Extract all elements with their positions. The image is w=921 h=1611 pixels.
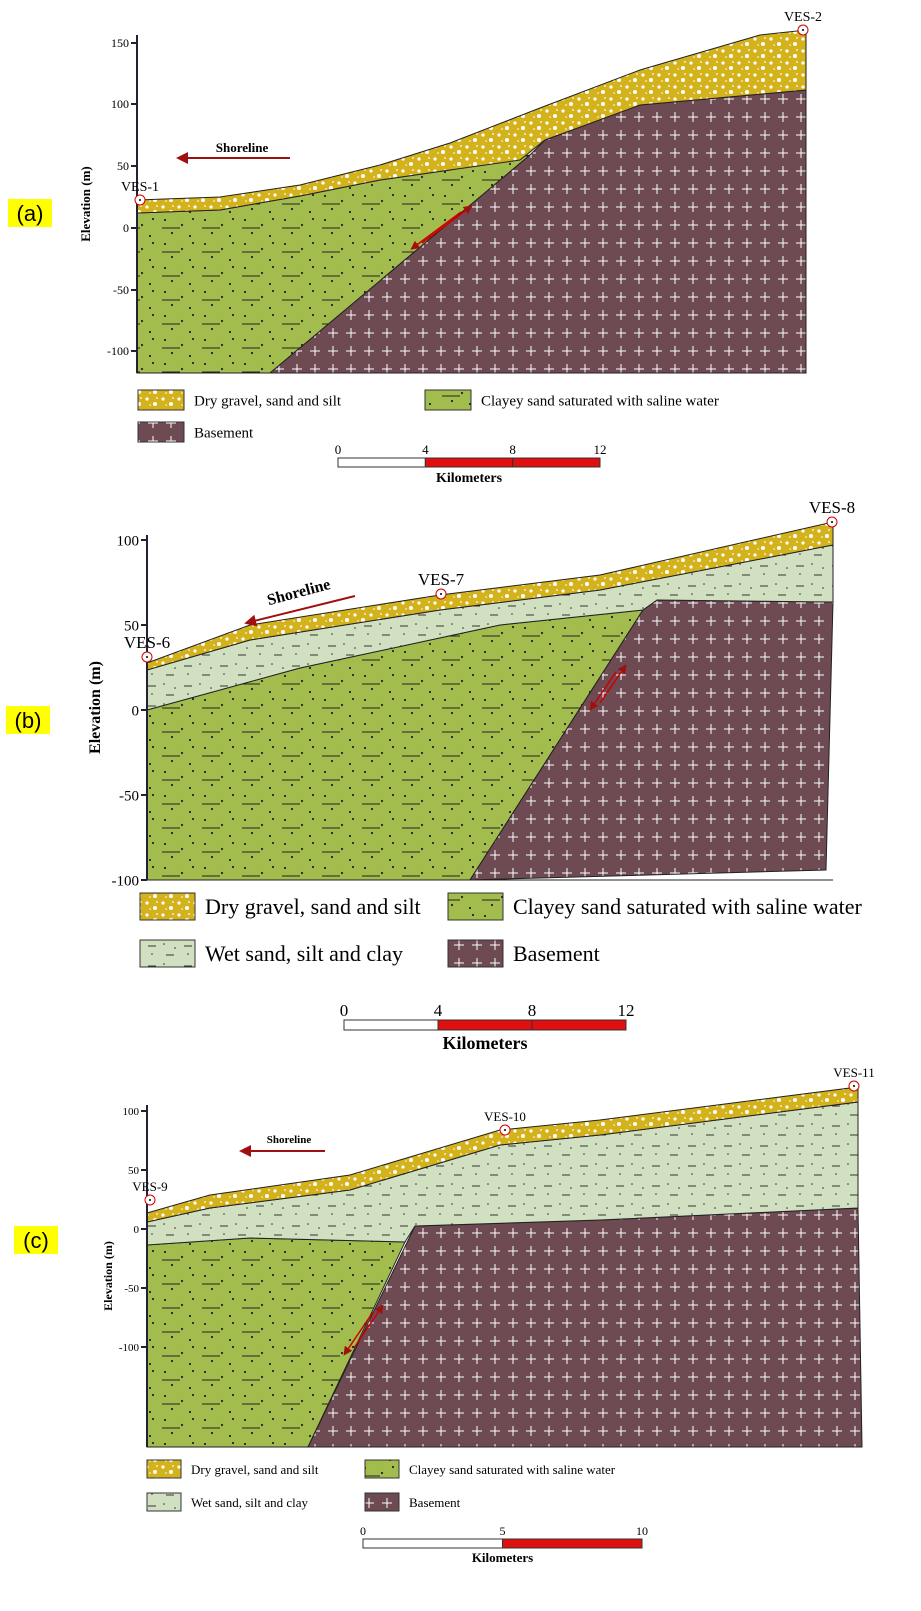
scale-segment bbox=[425, 458, 512, 467]
legend-label: Basement bbox=[409, 1495, 461, 1510]
legend-label: Clayey sand saturated with saline water bbox=[513, 894, 863, 919]
y-tick-label: 100 bbox=[123, 1106, 140, 1118]
well-dot bbox=[853, 1085, 855, 1087]
y-tick-label: 0 bbox=[132, 703, 140, 719]
y-tick-label: 100 bbox=[111, 97, 129, 111]
legend-swatch bbox=[147, 1493, 181, 1511]
scale-segment bbox=[438, 1020, 532, 1030]
legend-swatch bbox=[425, 390, 471, 410]
y-tick-label: 0 bbox=[123, 221, 129, 235]
well-label: VES-6 bbox=[124, 633, 170, 652]
well-label: VES-1 bbox=[121, 180, 159, 195]
scale-segment bbox=[363, 1539, 503, 1548]
well-dot bbox=[146, 656, 148, 658]
well-label: VES-2 bbox=[784, 10, 822, 25]
scale-segment bbox=[532, 1020, 626, 1030]
scale-tick-label: 10 bbox=[636, 1524, 648, 1538]
legend-swatch bbox=[140, 893, 195, 920]
scale-tick-label: 12 bbox=[618, 1001, 635, 1020]
scale-tick-label: 4 bbox=[422, 442, 429, 457]
legend-swatch bbox=[365, 1460, 399, 1478]
scale-tick-label: 8 bbox=[528, 1001, 537, 1020]
scale-tick-label: 0 bbox=[335, 442, 342, 457]
scale-segment bbox=[344, 1020, 438, 1030]
well-dot bbox=[802, 29, 804, 31]
scale-tick-label: 12 bbox=[594, 442, 607, 457]
axis-title: Elevation (m) bbox=[78, 166, 93, 241]
y-tick-label: 50 bbox=[117, 159, 129, 173]
shoreline-label: Shoreline bbox=[267, 1134, 312, 1146]
scale-segment bbox=[503, 1539, 643, 1548]
y-tick-label: -50 bbox=[124, 1283, 139, 1295]
scale-tick-label: 0 bbox=[360, 1524, 366, 1538]
legend-swatch bbox=[147, 1460, 181, 1478]
y-tick-label: -100 bbox=[107, 344, 129, 358]
y-tick-label: -50 bbox=[119, 788, 139, 804]
y-tick-label: 50 bbox=[124, 618, 139, 634]
legend-swatch bbox=[365, 1493, 399, 1511]
axis-title: Elevation (m) bbox=[101, 1241, 115, 1311]
well-label: VES-8 bbox=[809, 498, 855, 517]
panel-label: (a) bbox=[17, 201, 44, 226]
y-tick-label: 100 bbox=[117, 533, 140, 549]
legend-label: Clayey sand saturated with saline water bbox=[409, 1462, 616, 1477]
well-dot bbox=[831, 521, 833, 523]
legend-label: Dry gravel, sand and silt bbox=[194, 394, 342, 410]
legend-swatch bbox=[138, 390, 184, 410]
well-label: VES-9 bbox=[132, 1179, 167, 1194]
legend-label: Wet sand, silt and clay bbox=[205, 941, 403, 966]
y-tick-label: -100 bbox=[112, 873, 140, 889]
legend-label: Basement bbox=[194, 426, 254, 442]
axis-title: Elevation (m) bbox=[87, 661, 104, 754]
panel-label: (c) bbox=[23, 1228, 49, 1253]
figure: (a)150100500-50-100Elevation (m)VES-1VES… bbox=[0, 0, 921, 1611]
y-tick-label: -50 bbox=[113, 283, 129, 297]
y-tick-label: 150 bbox=[111, 36, 129, 50]
scale-title: Kilometers bbox=[443, 1033, 528, 1053]
scale-title: Kilometers bbox=[436, 471, 503, 486]
legend-swatch bbox=[138, 422, 184, 442]
scale-tick-label: 8 bbox=[509, 442, 516, 457]
legend-label: Basement bbox=[513, 941, 600, 966]
scale-tick-label: 5 bbox=[500, 1524, 506, 1538]
scale-tick-label: 4 bbox=[434, 1001, 443, 1020]
well-label: VES-7 bbox=[418, 570, 465, 589]
y-tick-label: -100 bbox=[119, 1342, 140, 1354]
well-dot bbox=[139, 199, 141, 201]
legend-label: Dry gravel, sand and silt bbox=[191, 1462, 319, 1477]
scale-segment bbox=[513, 458, 600, 467]
scale-title: Kilometers bbox=[472, 1550, 533, 1565]
panel: (b) 100 50 0 -50 -100 Elevation (m) VES-6 VES-7 V… bbox=[6, 498, 863, 1053]
legend-label: Wet sand, silt and clay bbox=[191, 1495, 309, 1510]
panel: (a) 150 100 50 0 -50 -100 Elevation (m) VES-1 VES… bbox=[8, 10, 822, 486]
scale-tick-label: 0 bbox=[340, 1001, 349, 1020]
well-dot bbox=[504, 1129, 506, 1131]
well-dot bbox=[440, 593, 442, 595]
y-tick-label: 50 bbox=[128, 1165, 140, 1177]
shoreline-label: Shoreline bbox=[216, 140, 269, 155]
y-tick-label: 0 bbox=[134, 1224, 140, 1236]
well-dot bbox=[149, 1199, 151, 1201]
legend-label: Dry gravel, sand and silt bbox=[205, 894, 421, 919]
well-label: VES-10 bbox=[484, 1109, 526, 1124]
legend-swatch bbox=[448, 940, 503, 967]
panel-label: (b) bbox=[15, 708, 42, 733]
legend-swatch bbox=[448, 893, 503, 920]
scale-segment bbox=[338, 458, 425, 467]
legend-swatch bbox=[140, 940, 195, 967]
legend-label: Clayey sand saturated with saline water bbox=[481, 394, 719, 410]
well-label: VES-11 bbox=[833, 1065, 874, 1080]
